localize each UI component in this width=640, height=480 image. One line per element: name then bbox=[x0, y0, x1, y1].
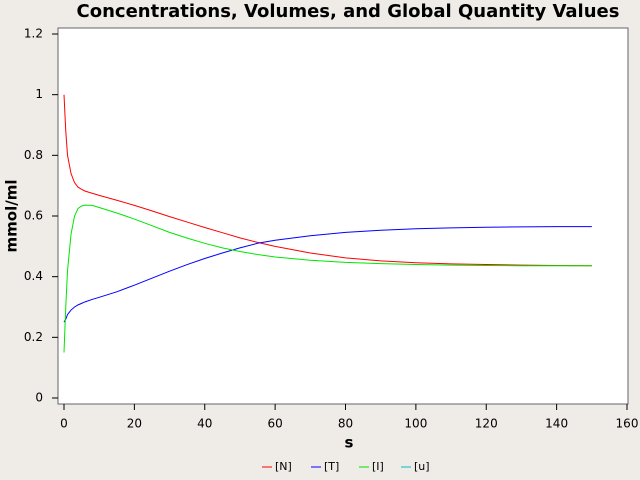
x-tick-label: 0 bbox=[60, 417, 68, 431]
x-tick-label: 160 bbox=[616, 417, 639, 431]
y-tick-label: 0.8 bbox=[24, 148, 43, 162]
series-line bbox=[63, 226, 592, 323]
chart-title: Concentrations, Volumes, and Global Quan… bbox=[77, 1, 620, 22]
y-tick-label: 0.4 bbox=[24, 269, 43, 283]
legend-label: [N] bbox=[275, 460, 292, 473]
x-tick-label: 60 bbox=[267, 417, 282, 431]
x-tick-label: 120 bbox=[475, 417, 498, 431]
series-line bbox=[63, 204, 592, 353]
x-axis-label: s bbox=[345, 434, 354, 452]
y-tick-label: 0.6 bbox=[24, 209, 43, 223]
y-tick-label: 0 bbox=[35, 391, 43, 405]
x-tick-label: 80 bbox=[338, 417, 353, 431]
series-line bbox=[63, 94, 592, 267]
y-axis-label: mmol/ml bbox=[3, 180, 21, 253]
legend-label: [I] bbox=[372, 460, 384, 473]
x-tick-label: 40 bbox=[197, 417, 212, 431]
plot-area bbox=[57, 27, 629, 405]
y-tick-label: 1 bbox=[35, 87, 43, 101]
x-tick-label: 100 bbox=[404, 417, 427, 431]
x-tick-label: 20 bbox=[127, 417, 142, 431]
y-tick-label: 1.2 bbox=[24, 27, 43, 41]
legend-label: [u] bbox=[414, 460, 430, 473]
legend-label: [T] bbox=[324, 460, 339, 473]
x-tick-label: 140 bbox=[545, 417, 568, 431]
y-tick-label: 0.2 bbox=[24, 330, 43, 344]
